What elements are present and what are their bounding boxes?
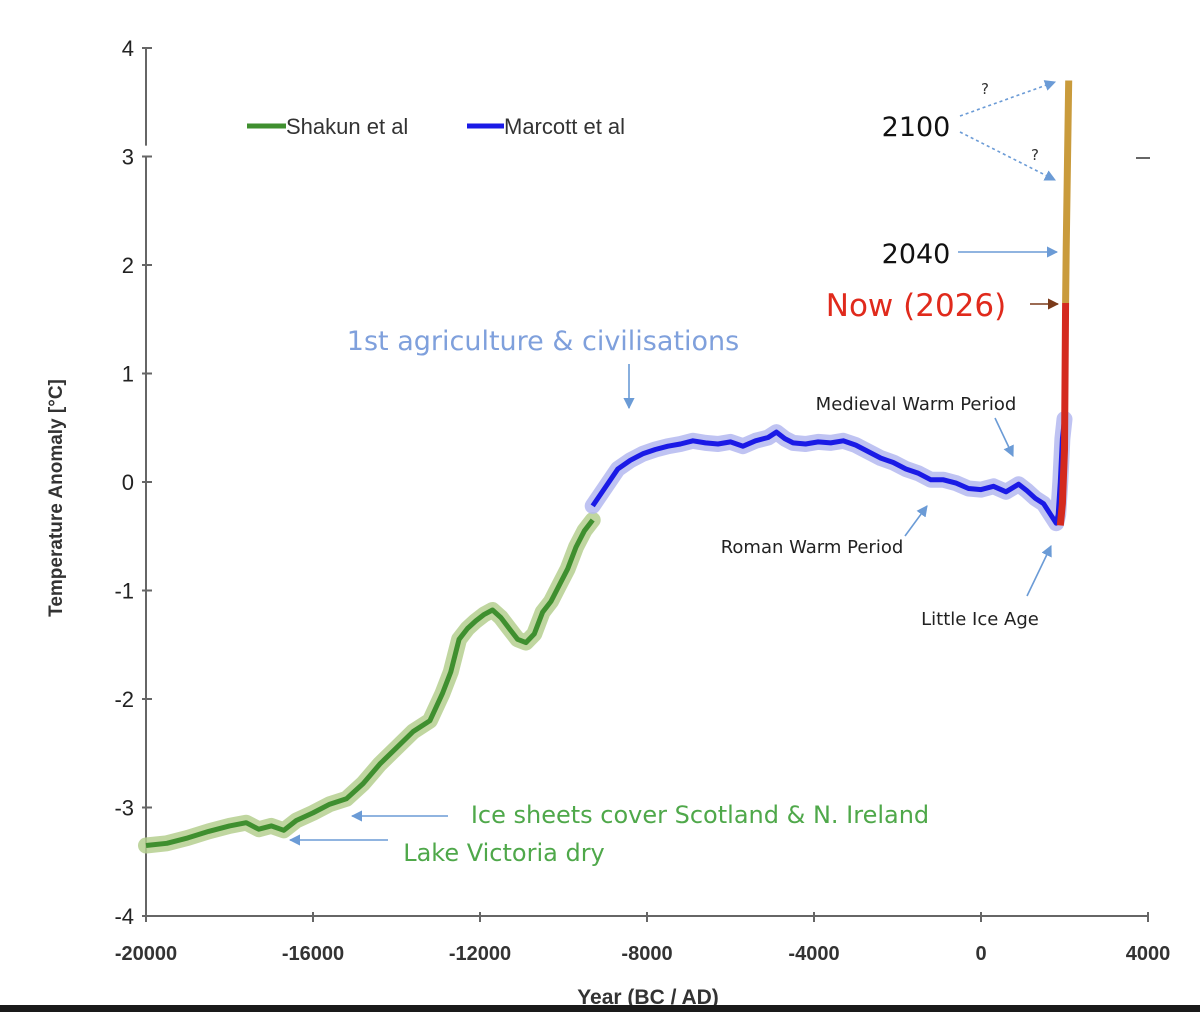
x-tick-label: 4000 xyxy=(1126,943,1171,965)
legend-label-shakun: Shakun et al xyxy=(286,114,408,139)
x-tick-label: 0 xyxy=(975,943,986,965)
x-tick-label: -8000 xyxy=(621,943,672,965)
series-line-projection xyxy=(1062,80,1073,304)
y-tick-label: 0 xyxy=(122,470,134,495)
x-tick-label: -4000 xyxy=(788,943,839,965)
series-line-shakun-et-al xyxy=(145,518,595,848)
y-tick-label: -1 xyxy=(114,579,134,604)
arrow-little-ice-age xyxy=(1026,544,1052,597)
y-tick-label: -4 xyxy=(114,904,134,929)
annotation-ice-sheets: Ice sheets cover Scotland & N. Ireland xyxy=(471,801,929,829)
annotation-little-ice-age: Little Ice Age xyxy=(921,609,1039,630)
annotation-2040: 2040 xyxy=(882,239,951,270)
bottom-bar xyxy=(0,1005,1200,1012)
y-tick-label: 2 xyxy=(122,253,134,278)
x-axis-ticks: -20000 -16000 -12000 -8000 -4000 0 4000 xyxy=(115,912,1170,965)
y-tick-label: 1 xyxy=(122,362,134,387)
annotation-arrows xyxy=(288,80,1060,846)
arrow-roman xyxy=(904,505,928,537)
annotation-roman-warm-period: Roman Warm Period xyxy=(721,537,904,558)
x-tick-label: -16000 xyxy=(282,943,344,965)
y-axis-ticks: -4 -3 -2 -1 0 1 2 3 4 xyxy=(114,36,152,929)
legend-label-marcott: Marcott et al xyxy=(504,114,625,139)
annotations: 1st agriculture & civilisations Medieval… xyxy=(347,80,1039,867)
arrow-medieval xyxy=(994,417,1014,458)
annotation-2100: 2100 xyxy=(882,112,951,143)
x-axis-label: Year (BC / AD) xyxy=(577,986,719,1009)
annotation-now-2026: Now (2026) xyxy=(826,288,1006,324)
y-tick-label: -2 xyxy=(114,687,134,712)
x-tick-label: -12000 xyxy=(449,943,511,965)
series-line-marcott-et-al xyxy=(590,418,1067,526)
annotation-agriculture: 1st agriculture & civilisations xyxy=(347,326,739,357)
arrow-2100-upper xyxy=(959,80,1057,117)
y-tick-label: 3 xyxy=(122,145,134,170)
annotation-question-lower: ? xyxy=(1031,146,1039,164)
annotation-medieval-warm-period: Medieval Warm Period xyxy=(816,394,1017,415)
annotation-lake-victoria: Lake Victoria dry xyxy=(403,839,605,867)
y-tick-label: 4 xyxy=(122,36,134,61)
series-line-observed-warming-to-now xyxy=(1056,302,1070,526)
series-lines xyxy=(145,80,1073,848)
y-tick-label: -3 xyxy=(114,796,134,821)
annotation-question-upper: ? xyxy=(981,80,989,98)
x-tick-label: -20000 xyxy=(115,943,177,965)
legend: Shakun et al Marcott et al xyxy=(247,114,625,139)
y-axis-label: Temperature Anomaly [°C] xyxy=(46,379,67,617)
